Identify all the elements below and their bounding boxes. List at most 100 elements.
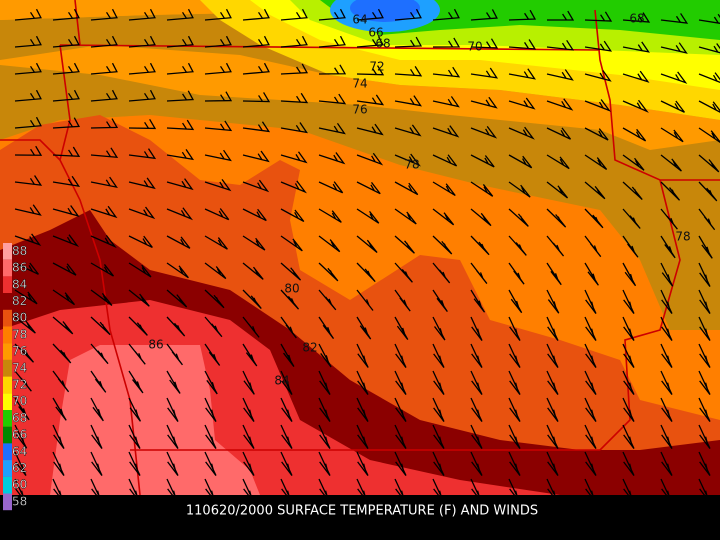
legend-label: 88	[12, 244, 27, 258]
wind-barb	[128, 424, 141, 449]
wind-barb	[698, 424, 711, 449]
wind-barb	[128, 289, 150, 307]
wind-barb	[52, 343, 72, 364]
wind-barb	[204, 235, 228, 250]
wind-barb	[508, 181, 531, 198]
wind-barb	[394, 208, 417, 225]
wind-barb	[14, 289, 38, 305]
wind-barb	[394, 343, 407, 368]
wind-barb	[90, 397, 104, 422]
wind-barb	[204, 343, 221, 366]
wind-barb	[242, 62, 270, 75]
wind-barb	[166, 316, 186, 337]
band-62	[350, 0, 420, 22]
wind-barb	[14, 35, 42, 48]
contour-label: 64	[352, 13, 367, 27]
legend-label: 66	[12, 428, 27, 442]
wind-barb	[128, 177, 156, 190]
wind-barb	[90, 35, 118, 48]
wind-barb	[660, 397, 673, 422]
wind-barb	[546, 424, 559, 449]
wind-barb	[356, 208, 380, 224]
legend-swatch	[3, 426, 12, 444]
wind-barb	[356, 152, 384, 166]
contour-label: 66	[368, 26, 383, 40]
wind-barb	[242, 208, 267, 222]
wind-barb	[394, 397, 407, 422]
wind-barb	[546, 451, 559, 476]
wind-barb	[128, 62, 156, 75]
wind-barb	[432, 125, 460, 138]
wind-barb	[90, 262, 114, 277]
legend-swatch	[3, 309, 12, 327]
wind-barb	[470, 154, 495, 168]
wind-barb	[356, 35, 384, 48]
wind-barb	[470, 343, 483, 368]
legend-swatch	[3, 243, 12, 260]
wind-barb	[508, 370, 521, 395]
wind-barb	[166, 343, 183, 366]
wind-barb	[622, 208, 641, 229]
legend-swatch	[3, 293, 12, 310]
wind-barb	[52, 370, 70, 393]
wind-barb	[52, 89, 80, 102]
wind-barb	[280, 235, 303, 252]
contour-label: 78	[404, 158, 419, 172]
wind-barb	[546, 235, 565, 257]
wind-barb	[432, 154, 458, 167]
wind-barb	[204, 478, 217, 503]
wind-barb	[698, 43, 720, 54]
legend-swatch	[3, 476, 12, 494]
wind-barb	[128, 262, 152, 278]
wind-barb	[698, 343, 711, 368]
wind-barb	[584, 478, 597, 503]
wind-barb	[508, 68, 536, 80]
wind-barb	[584, 127, 609, 141]
wind-barb	[546, 478, 559, 503]
wind-barb	[432, 370, 445, 395]
wind-barb	[166, 90, 195, 102]
wind-barb	[318, 289, 337, 311]
wind-barb	[90, 8, 118, 21]
wind-barb	[584, 181, 606, 200]
wind-barb	[356, 94, 385, 106]
wind-barb	[698, 208, 716, 231]
wind-barb	[546, 343, 559, 368]
wind-barb	[546, 181, 569, 199]
legend-label: 82	[12, 294, 27, 308]
wind-barb	[280, 397, 293, 422]
wind-barb	[546, 69, 574, 81]
wind-barb	[622, 41, 650, 53]
legend-swatch	[3, 393, 12, 410]
wind-barb	[394, 262, 413, 283]
temperature-field	[0, 0, 720, 495]
wind-barb	[622, 154, 645, 171]
wind-barb	[432, 451, 445, 476]
wind-barb	[432, 262, 451, 284]
wind-barb	[356, 478, 369, 503]
wind-barb	[660, 370, 673, 395]
wind-barb	[204, 208, 230, 221]
wind-barb	[166, 289, 188, 308]
wind-barb	[14, 316, 36, 334]
wind-barb	[546, 154, 570, 170]
wind-barb	[698, 478, 711, 503]
wind-barb	[90, 343, 109, 365]
legend-swatch	[3, 326, 12, 344]
wind-barb	[242, 262, 264, 280]
wind-barb	[204, 62, 232, 75]
wind-barb	[622, 370, 635, 395]
wind-barb	[14, 397, 30, 421]
wind-barb	[470, 316, 483, 341]
wind-barb	[622, 397, 635, 422]
wind-barb	[698, 154, 720, 173]
wind-barb	[470, 451, 483, 476]
wind-barb	[14, 145, 43, 156]
wind-barb	[546, 397, 559, 422]
wind-barb	[166, 235, 191, 249]
wind-barb	[584, 289, 597, 314]
wind-barb	[356, 424, 369, 449]
wind-barb	[318, 181, 344, 194]
wind-barb	[280, 8, 308, 21]
wind-barb	[90, 478, 103, 503]
